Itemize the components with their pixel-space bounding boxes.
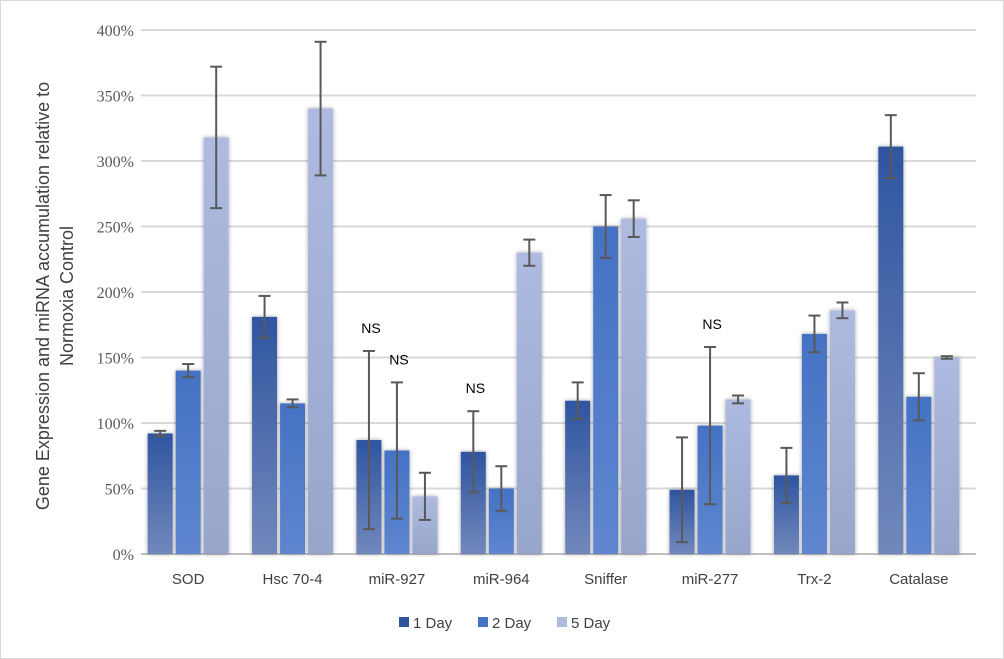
bar-5-day <box>516 252 542 554</box>
bar-2-day <box>801 333 827 554</box>
ns-annotation: NS <box>466 380 485 396</box>
bar-1-day <box>147 433 173 554</box>
ns-annotation: NS <box>702 316 721 332</box>
bar-2-day <box>593 226 619 554</box>
legend-swatch <box>478 617 488 627</box>
ns-annotation: NS <box>389 351 408 367</box>
x-tick-label: Catalase <box>889 571 948 588</box>
bar-5-day <box>829 310 855 554</box>
x-tick-label: miR-277 <box>682 571 739 588</box>
legend-swatch <box>399 617 409 627</box>
y-tick-label: 250% <box>97 220 134 237</box>
x-tick-label: Hsc 70-4 <box>263 571 323 588</box>
x-tick-label: miR-964 <box>473 571 530 588</box>
bar-2-day <box>906 396 932 554</box>
x-tick-label: miR-927 <box>369 571 426 588</box>
y-tick-label: 350% <box>97 89 134 106</box>
x-tick-label: SOD <box>172 571 205 588</box>
y-tick-label: 400% <box>97 23 134 40</box>
legend-swatch <box>557 617 567 627</box>
y-tick-label: 300% <box>97 154 134 171</box>
y-axis-label-line: Gene Expression and miRNA accumulation r… <box>33 82 53 510</box>
bar-1-day <box>878 146 904 554</box>
y-tick-label: 50% <box>105 482 134 499</box>
x-tick-label: Trx-2 <box>797 571 831 588</box>
bar-2-day <box>175 370 201 554</box>
y-tick-label: 150% <box>97 351 134 368</box>
y-tick-label: 200% <box>97 285 134 302</box>
bar-5-day <box>621 218 647 554</box>
bar-5-day <box>934 357 960 554</box>
legend-label: 2 Day <box>492 615 532 632</box>
y-axis-label: Gene Expression and miRNA accumulation r… <box>33 82 77 510</box>
bar-1-day <box>252 316 278 554</box>
bar-2-day <box>280 403 306 554</box>
bar-5-day <box>725 399 751 554</box>
legend-label: 1 Day <box>413 615 453 632</box>
y-axis-label-line: Normoxia Control <box>57 226 77 366</box>
y-tick-label: 0% <box>113 547 134 564</box>
bar-1-day <box>565 400 591 554</box>
bar-5-day <box>308 108 334 554</box>
x-tick-label: Sniffer <box>584 571 627 588</box>
ns-annotation: NS <box>361 320 380 336</box>
legend-label: 5 Day <box>571 615 611 632</box>
y-tick-label: 100% <box>97 416 134 433</box>
